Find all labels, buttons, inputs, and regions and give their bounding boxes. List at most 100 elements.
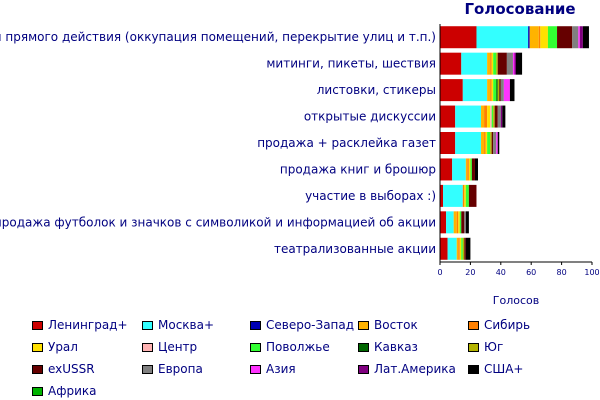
- legend-item: Урал: [32, 340, 78, 354]
- bar-segment: [458, 211, 460, 234]
- bar-segment: [476, 26, 529, 49]
- legend-item: Восток: [358, 318, 418, 332]
- bar-segment: [529, 26, 539, 49]
- legend-swatch: [142, 364, 153, 374]
- bar-segment: [512, 52, 515, 75]
- bar-segment: [487, 79, 491, 102]
- legend-item: Центр: [142, 340, 197, 354]
- category-label: листовки, стикеры: [317, 83, 436, 97]
- bar-segment: [491, 79, 494, 102]
- bar-segment: [493, 132, 497, 154]
- bar-segment: [497, 52, 507, 75]
- x-tick-label: 60: [526, 268, 536, 277]
- legend-label: Центр: [158, 340, 198, 354]
- legend-swatch: [142, 320, 153, 330]
- bar-segment: [499, 79, 501, 102]
- legend-label: Африка: [48, 384, 97, 398]
- bar-segment: [493, 79, 497, 102]
- legend-label: Северо-Запад: [266, 318, 355, 332]
- chart-title: Голосование: [464, 0, 576, 18]
- bar-segment: [440, 79, 463, 102]
- bar-segment: [490, 52, 492, 75]
- legend-item: exUSSR: [32, 362, 95, 376]
- legend-label: Восток: [374, 318, 418, 332]
- bar-segment: [459, 211, 462, 234]
- legend-item: Поволжье: [250, 340, 330, 354]
- legend-swatch: [358, 342, 369, 352]
- bar-segment: [487, 52, 491, 75]
- legend-item: Москва+: [142, 318, 214, 332]
- bar-segment: [462, 237, 465, 260]
- legend-item: Юг: [468, 340, 503, 354]
- legend-label: Лат.Америка: [374, 362, 456, 376]
- legend-label: Юг: [484, 340, 504, 354]
- bar-segment: [500, 105, 503, 128]
- category-label: акции прямого действия (оккупация помеще…: [0, 30, 436, 44]
- bar-segment: [496, 132, 498, 154]
- legend-item: Африка: [32, 384, 97, 398]
- bar-segment: [487, 132, 491, 154]
- bar-segment: [496, 52, 498, 75]
- bar-segment: [538, 26, 541, 49]
- bar-segment: [440, 158, 453, 181]
- bar-segment: [502, 105, 506, 128]
- category-label: театрализованные акции: [274, 242, 436, 256]
- bar-segment: [446, 211, 454, 234]
- legend-item: Азия: [250, 362, 296, 376]
- bar-segment: [516, 52, 523, 75]
- legend-label: Ленинград+: [48, 318, 128, 332]
- bar-segment: [497, 105, 501, 128]
- bar-segment: [461, 237, 463, 260]
- bar-segment: [490, 132, 492, 154]
- bar-segment: [506, 52, 513, 75]
- x-tick-label: 40: [496, 268, 506, 277]
- legend-swatch: [250, 342, 261, 352]
- bar-segment: [456, 211, 459, 234]
- bar-segment: [468, 158, 471, 181]
- bar-segment: [496, 79, 498, 102]
- bar-segment: [497, 132, 500, 154]
- bar-segment: [455, 132, 482, 154]
- bar-segment: [474, 158, 478, 181]
- bar-segment: [464, 184, 466, 207]
- bar-segment: [528, 26, 530, 49]
- bar-segment: [503, 79, 510, 102]
- bar-segment: [465, 158, 468, 181]
- bar-segment: [578, 26, 580, 49]
- x-tick-label: 100: [584, 268, 599, 277]
- bar-segment: [557, 26, 573, 49]
- category-label: открытые дискуссии: [304, 110, 436, 124]
- legend-swatch: [468, 320, 479, 330]
- legend-label: Азия: [266, 362, 296, 376]
- bar-segment: [484, 105, 488, 128]
- legend-label: Кавказ: [374, 340, 418, 354]
- legend-label: Поволжье: [266, 340, 330, 354]
- category-label: участие в выборах :): [305, 189, 436, 203]
- legend-label: Сибирь: [484, 318, 531, 332]
- bar-segment: [497, 79, 500, 102]
- bar-segment: [443, 184, 463, 207]
- bar-segment: [465, 184, 469, 207]
- bar-segment: [540, 26, 548, 49]
- bar-segment: [461, 211, 465, 234]
- bar-segment: [582, 26, 589, 49]
- category-label: продажа футболок и значков с символикой …: [0, 215, 436, 229]
- bar-area: [440, 26, 589, 260]
- bar-segment: [485, 132, 488, 154]
- bar-segment: [491, 52, 494, 75]
- bar-segment: [491, 132, 494, 154]
- bar-segment: [440, 26, 477, 49]
- legend-item: Сибирь: [468, 318, 530, 332]
- bar-segment: [456, 237, 459, 260]
- bar-segment: [440, 105, 456, 128]
- bar-segment: [467, 158, 469, 181]
- bar-segment: [440, 237, 448, 260]
- bar-segment: [458, 237, 460, 260]
- bar-segment: [471, 158, 475, 181]
- legend-swatch: [32, 364, 43, 374]
- legend-item: Европа: [142, 362, 203, 376]
- x-axis-title: Голосов: [493, 294, 539, 307]
- legend-label: Урал: [48, 340, 78, 354]
- legend-label: США+: [484, 362, 524, 376]
- bar-segment: [468, 184, 477, 207]
